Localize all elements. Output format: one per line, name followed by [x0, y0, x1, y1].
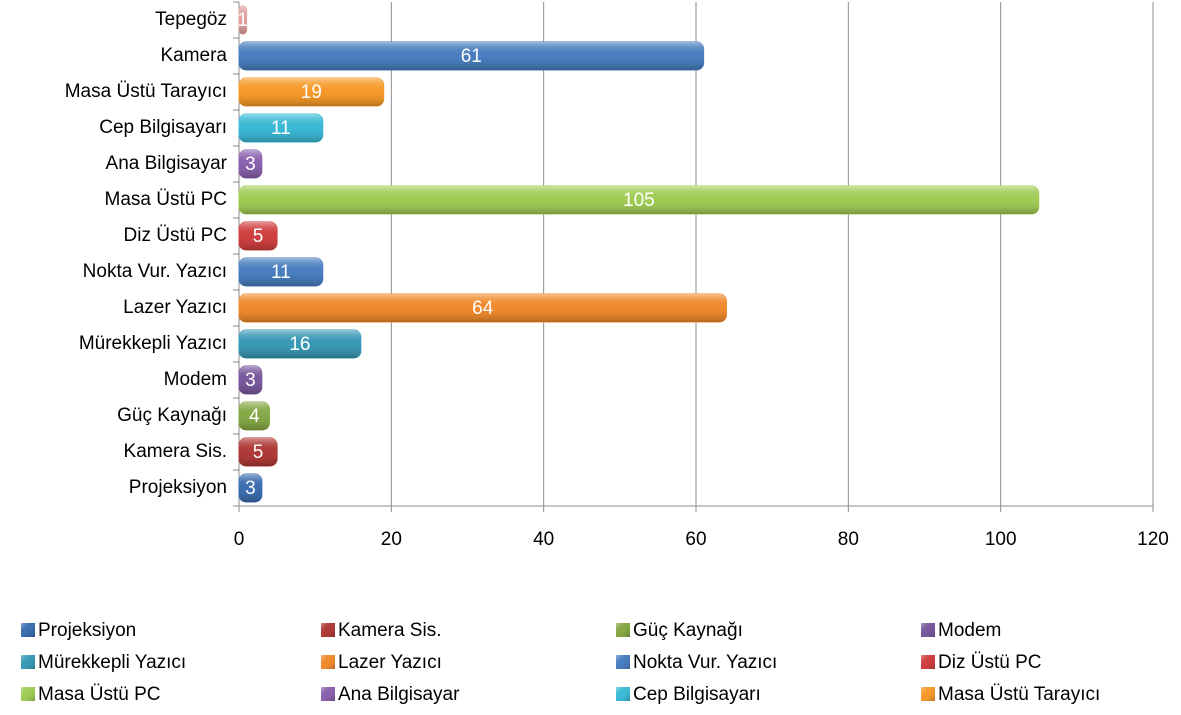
value-label: 5	[253, 442, 264, 463]
x-tick-label: 120	[1137, 529, 1169, 550]
y-tick-label: Kamera	[160, 45, 227, 66]
value-label: 3	[245, 478, 256, 499]
x-tick-label: 100	[985, 529, 1017, 550]
y-tick-label: Modem	[164, 369, 227, 390]
value-label: 5	[253, 226, 264, 247]
y-tick-label: Diz Üstü PC	[124, 225, 227, 246]
legend-swatch-shine	[921, 623, 935, 637]
y-tick-label: Projeksiyon	[129, 477, 227, 498]
value-label: 61	[461, 46, 482, 67]
bar-shine	[239, 150, 262, 178]
bar-shine	[239, 474, 262, 502]
bar-group	[238, 5, 248, 35]
x-tick-label: 60	[685, 529, 706, 550]
value-label: 19	[301, 82, 322, 103]
value-label: 16	[289, 334, 310, 355]
legend-label: Ana Bilgisayar	[338, 684, 460, 705]
bar-shine	[239, 294, 727, 322]
value-label: 105	[623, 190, 655, 211]
bar-shine	[239, 366, 262, 394]
legend-label: Masa Üstü Tarayıcı	[938, 684, 1100, 705]
legend-swatch-shine	[321, 655, 335, 669]
bar-shine	[239, 258, 323, 286]
legend-swatch-shine	[21, 655, 35, 669]
bar-shine	[239, 186, 1039, 214]
x-tick-label: 80	[838, 529, 859, 550]
bar-shine	[239, 402, 270, 430]
y-tick-label: Mürekkepli Yazıcı	[79, 333, 227, 354]
y-tick-label: Tepegöz	[155, 9, 227, 30]
bar-group	[238, 77, 385, 107]
legend-label: Kamera Sis.	[338, 620, 441, 641]
y-tick-label: Güç Kaynağı	[117, 405, 227, 426]
legend-swatch-shine	[321, 687, 335, 701]
value-label: 3	[245, 154, 256, 175]
legend-swatch-shine	[321, 623, 335, 637]
value-label: 3	[245, 370, 256, 391]
bar-shine	[239, 78, 384, 106]
value-label: 11	[271, 262, 291, 283]
y-tick-label: Masa Üstü Tarayıcı	[65, 81, 227, 102]
legend-swatch-shine	[616, 623, 630, 637]
y-tick-label: Lazer Yazıcı	[123, 297, 227, 318]
value-label: 4	[249, 406, 260, 427]
bar-group	[238, 473, 263, 503]
y-tick-label: Ana Bilgisayar	[106, 153, 228, 174]
legend-label: Diz Üstü PC	[938, 652, 1041, 673]
legend-label: Projeksiyon	[38, 620, 136, 641]
legend-swatch-shine	[21, 687, 35, 701]
bar-group	[238, 437, 278, 467]
value-label: 11	[271, 118, 291, 139]
x-tick-label: 0	[234, 529, 245, 550]
bar-group	[238, 185, 1040, 215]
bar-shine	[239, 330, 361, 358]
y-tick-label: Cep Bilgisayarı	[99, 117, 227, 138]
bar-group	[238, 113, 324, 143]
legend-label: Nokta Vur. Yazıcı	[633, 652, 777, 673]
bar-group	[238, 41, 705, 71]
legend-label: Güç Kaynağı	[633, 620, 743, 641]
legend-swatch-shine	[921, 655, 935, 669]
y-tick-label: Kamera Sis.	[124, 441, 227, 462]
x-tick-label: 20	[381, 529, 402, 550]
bar-group	[238, 293, 727, 323]
legend-label: Lazer Yazıcı	[338, 652, 442, 673]
x-tick-label: 40	[533, 529, 554, 550]
bar-group	[238, 221, 278, 251]
bar-shine	[239, 6, 247, 34]
bar-shine	[239, 42, 704, 70]
legend-label: Mürekkepli Yazıcı	[38, 652, 186, 673]
legend-label: Masa Üstü PC	[38, 684, 160, 705]
bar-group	[238, 365, 263, 395]
bar-group	[238, 401, 270, 431]
legend-swatch-shine	[921, 687, 935, 701]
legend-label: Modem	[938, 620, 1001, 641]
legend-swatch-shine	[616, 687, 630, 701]
bar-group	[238, 257, 324, 287]
legend-swatch-shine	[616, 655, 630, 669]
y-tick-label: Nokta Vur. Yazıcı	[83, 261, 227, 282]
bar-group	[238, 329, 362, 359]
legend-swatch-shine	[21, 623, 35, 637]
legend-label: Cep Bilgisayarı	[633, 684, 761, 705]
bar-shine	[239, 114, 323, 142]
y-tick-label: Masa Üstü PC	[105, 189, 227, 210]
bar-shine	[239, 222, 278, 250]
bar-shine	[239, 438, 278, 466]
value-label: 1	[238, 10, 249, 31]
bar-group	[238, 149, 263, 179]
value-label: 64	[472, 298, 494, 319]
